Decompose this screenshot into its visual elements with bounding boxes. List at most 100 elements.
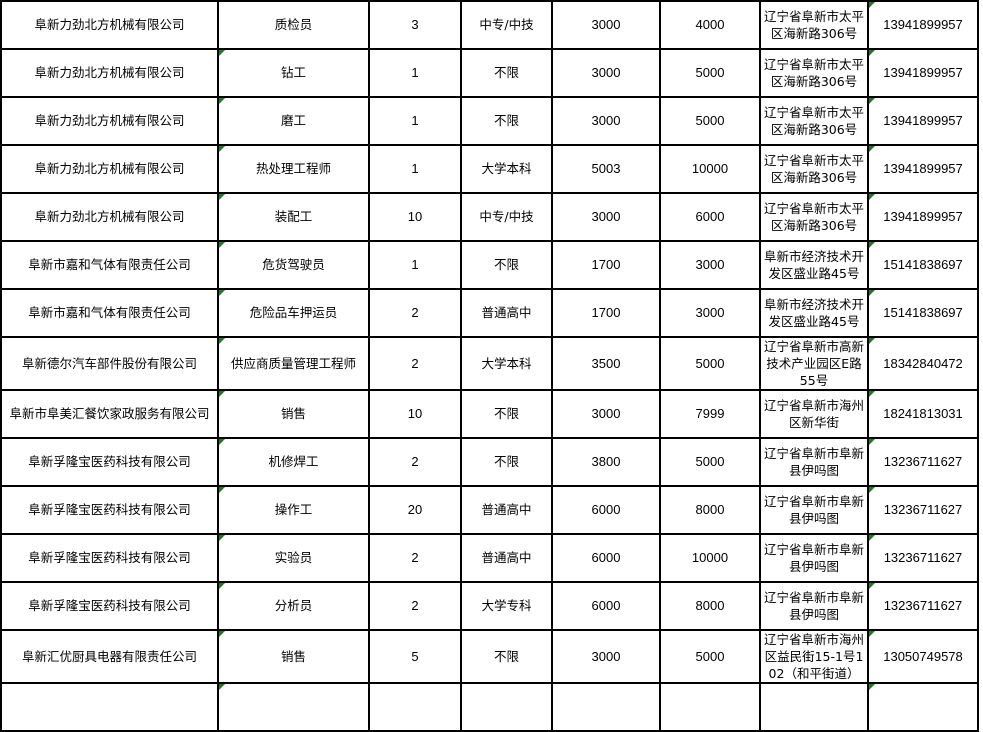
education-cell[interactable]: 中专/中技 bbox=[460, 0, 553, 50]
education-cell[interactable]: 大学本科 bbox=[460, 336, 553, 391]
address-cell[interactable]: 辽宁省阜新市太平区海新路306号 bbox=[759, 96, 869, 146]
education-cell[interactable]: 不限 bbox=[460, 96, 553, 146]
salary-max-cell[interactable]: 5000 bbox=[659, 437, 761, 487]
salary-max-cell[interactable]: 5000 bbox=[659, 629, 761, 684]
company-cell[interactable] bbox=[0, 682, 219, 732]
salary-max-cell[interactable]: 4000 bbox=[659, 0, 761, 50]
phone-cell[interactable]: 18342840472 bbox=[867, 336, 979, 391]
headcount-cell[interactable]: 2 bbox=[368, 336, 462, 391]
phone-cell[interactable]: 13236711627 bbox=[867, 437, 979, 487]
salary-min-cell[interactable]: 3000 bbox=[551, 629, 661, 684]
headcount-cell[interactable]: 2 bbox=[368, 581, 462, 631]
company-cell[interactable]: 阜新汇优厨具电器有限责任公司 bbox=[0, 629, 219, 684]
salary-max-cell[interactable]: 8000 bbox=[659, 485, 761, 535]
company-cell[interactable]: 阜新孚隆宝医药科技有限公司 bbox=[0, 485, 219, 535]
education-cell[interactable]: 不限 bbox=[460, 629, 553, 684]
education-cell[interactable]: 大学本科 bbox=[460, 144, 553, 194]
job-title-cell[interactable]: 钻工 bbox=[217, 48, 370, 98]
company-cell[interactable]: 阜新孚隆宝医药科技有限公司 bbox=[0, 581, 219, 631]
address-cell[interactable]: 辽宁省阜新市太平区海新路306号 bbox=[759, 48, 869, 98]
job-title-cell[interactable]: 磨工 bbox=[217, 96, 370, 146]
company-cell[interactable]: 阜新孚隆宝医药科技有限公司 bbox=[0, 437, 219, 487]
education-cell[interactable]: 不限 bbox=[460, 389, 553, 439]
company-cell[interactable]: 阜新力劲北方机械有限公司 bbox=[0, 0, 219, 50]
salary-min-cell[interactable]: 3800 bbox=[551, 437, 661, 487]
education-cell[interactable]: 不限 bbox=[460, 48, 553, 98]
education-cell[interactable] bbox=[460, 682, 553, 732]
salary-max-cell[interactable]: 8000 bbox=[659, 581, 761, 631]
education-cell[interactable]: 不限 bbox=[460, 437, 553, 487]
headcount-cell[interactable]: 10 bbox=[368, 192, 462, 242]
phone-cell[interactable]: 15141838697 bbox=[867, 288, 979, 338]
headcount-cell[interactable]: 5 bbox=[368, 629, 462, 684]
phone-cell[interactable] bbox=[867, 682, 979, 732]
phone-cell[interactable]: 13941899957 bbox=[867, 48, 979, 98]
salary-min-cell[interactable]: 6000 bbox=[551, 581, 661, 631]
phone-cell[interactable]: 18241813031 bbox=[867, 389, 979, 439]
address-cell[interactable]: 阜新市经济技术开发区盛业路45号 bbox=[759, 240, 869, 290]
address-cell[interactable]: 辽宁省阜新市太平区海新路306号 bbox=[759, 144, 869, 194]
phone-cell[interactable]: 13236711627 bbox=[867, 485, 979, 535]
job-title-cell[interactable]: 质检员 bbox=[217, 0, 370, 50]
job-title-cell[interactable]: 危货驾驶员 bbox=[217, 240, 370, 290]
headcount-cell[interactable]: 3 bbox=[368, 0, 462, 50]
salary-max-cell[interactable]: 5000 bbox=[659, 96, 761, 146]
phone-cell[interactable]: 13941899957 bbox=[867, 144, 979, 194]
company-cell[interactable]: 阜新力劲北方机械有限公司 bbox=[0, 96, 219, 146]
address-cell[interactable]: 辽宁省阜新市阜新县伊吗图 bbox=[759, 581, 869, 631]
education-cell[interactable]: 普通高中 bbox=[460, 485, 553, 535]
job-title-cell[interactable]: 分析员 bbox=[217, 581, 370, 631]
headcount-cell[interactable]: 1 bbox=[368, 144, 462, 194]
address-cell[interactable]: 辽宁省阜新市太平区海新路306号 bbox=[759, 192, 869, 242]
job-title-cell[interactable]: 危险品车押运员 bbox=[217, 288, 370, 338]
address-cell[interactable]: 辽宁省阜新市阜新县伊吗图 bbox=[759, 437, 869, 487]
salary-min-cell[interactable]: 3000 bbox=[551, 192, 661, 242]
company-cell[interactable]: 阜新市阜美汇餐饮家政服务有限公司 bbox=[0, 389, 219, 439]
headcount-cell[interactable]: 2 bbox=[368, 533, 462, 583]
salary-max-cell[interactable]: 10000 bbox=[659, 533, 761, 583]
phone-cell[interactable]: 13236711627 bbox=[867, 581, 979, 631]
job-title-cell[interactable]: 销售 bbox=[217, 389, 370, 439]
salary-min-cell[interactable]: 6000 bbox=[551, 533, 661, 583]
education-cell[interactable]: 普通高中 bbox=[460, 288, 553, 338]
company-cell[interactable]: 阜新孚隆宝医药科技有限公司 bbox=[0, 533, 219, 583]
address-cell[interactable]: 辽宁省阜新市海州区新华街 bbox=[759, 389, 869, 439]
address-cell[interactable]: 辽宁省阜新市高新技术产业园区E路55号 bbox=[759, 336, 869, 391]
company-cell[interactable]: 阜新力劲北方机械有限公司 bbox=[0, 192, 219, 242]
address-cell[interactable]: 辽宁省阜新市太平区海新路306号 bbox=[759, 0, 869, 50]
headcount-cell[interactable]: 1 bbox=[368, 48, 462, 98]
salary-max-cell[interactable]: 3000 bbox=[659, 288, 761, 338]
salary-min-cell[interactable]: 1700 bbox=[551, 288, 661, 338]
phone-cell[interactable]: 13941899957 bbox=[867, 0, 979, 50]
salary-min-cell[interactable] bbox=[551, 682, 661, 732]
address-cell[interactable]: 阜新市经济技术开发区盛业路45号 bbox=[759, 288, 869, 338]
job-title-cell[interactable]: 机修焊工 bbox=[217, 437, 370, 487]
salary-min-cell[interactable]: 3000 bbox=[551, 96, 661, 146]
phone-cell[interactable]: 15141838697 bbox=[867, 240, 979, 290]
company-cell[interactable]: 阜新市嘉和气体有限责任公司 bbox=[0, 288, 219, 338]
salary-max-cell[interactable]: 5000 bbox=[659, 48, 761, 98]
education-cell[interactable]: 大学专科 bbox=[460, 581, 553, 631]
salary-min-cell[interactable]: 3000 bbox=[551, 48, 661, 98]
phone-cell[interactable]: 13236711627 bbox=[867, 533, 979, 583]
salary-max-cell[interactable] bbox=[659, 682, 761, 732]
job-title-cell[interactable]: 销售 bbox=[217, 629, 370, 684]
salary-min-cell[interactable]: 3000 bbox=[551, 389, 661, 439]
company-cell[interactable]: 阜新力劲北方机械有限公司 bbox=[0, 144, 219, 194]
job-title-cell[interactable]: 供应商质量管理工程师 bbox=[217, 336, 370, 391]
headcount-cell[interactable] bbox=[368, 682, 462, 732]
salary-max-cell[interactable]: 6000 bbox=[659, 192, 761, 242]
education-cell[interactable]: 中专/中技 bbox=[460, 192, 553, 242]
headcount-cell[interactable]: 20 bbox=[368, 485, 462, 535]
salary-min-cell[interactable]: 3000 bbox=[551, 0, 661, 50]
headcount-cell[interactable]: 10 bbox=[368, 389, 462, 439]
phone-cell[interactable]: 13050749578 bbox=[867, 629, 979, 684]
headcount-cell[interactable]: 1 bbox=[368, 240, 462, 290]
headcount-cell[interactable]: 1 bbox=[368, 96, 462, 146]
education-cell[interactable]: 不限 bbox=[460, 240, 553, 290]
address-cell[interactable]: 辽宁省阜新市阜新县伊吗图 bbox=[759, 485, 869, 535]
job-title-cell[interactable]: 装配工 bbox=[217, 192, 370, 242]
phone-cell[interactable]: 13941899957 bbox=[867, 96, 979, 146]
salary-max-cell[interactable]: 10000 bbox=[659, 144, 761, 194]
phone-cell[interactable]: 13941899957 bbox=[867, 192, 979, 242]
